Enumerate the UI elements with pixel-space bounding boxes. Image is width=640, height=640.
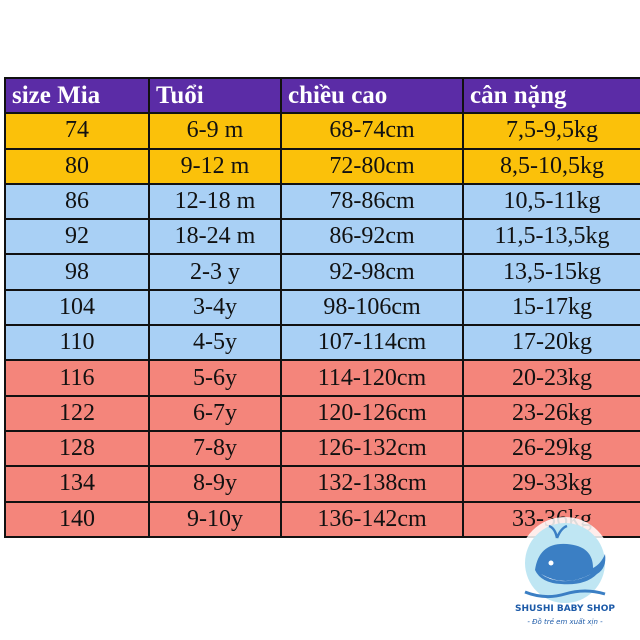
logo-name: SHUSHI BABY SHOP: [515, 604, 615, 614]
table-cell: 98: [4, 253, 150, 291]
table-cell: 20-23kg: [462, 359, 640, 397]
table-cell: 6-9 m: [148, 112, 282, 150]
table-cell: 120-126cm: [280, 394, 464, 432]
table-cell: 72-80cm: [280, 147, 464, 185]
table-row: 140 9-10y 136-142cm 33-36kg: [4, 500, 640, 538]
table-cell: 7-8y: [148, 429, 282, 468]
table-cell: 92: [4, 218, 150, 256]
header-cell: Tuổi: [148, 76, 282, 115]
table-row: 116 5-6y 114-120cm 20-23kg: [4, 359, 640, 397]
table-row: 122 6-7y 120-126cm 23-26kg: [4, 394, 640, 432]
table-cell: 9-10y: [148, 500, 282, 538]
table-cell: 107-114cm: [280, 324, 464, 362]
table-cell: 3-4y: [148, 288, 282, 327]
table-cell: 122: [4, 394, 150, 432]
table-cell: 126-132cm: [280, 429, 464, 468]
table-cell: 8,5-10,5kg: [462, 147, 640, 185]
header-cell: size Mia: [4, 76, 150, 115]
header-row: size Mia Tuổi chiều cao cân nặng: [4, 76, 640, 115]
table-cell: 5-6y: [148, 359, 282, 397]
table-row: 98 2-3 y 92-98cm 13,5-15kg: [4, 253, 640, 291]
table-cell: 80: [4, 147, 150, 185]
table-cell: 2-3 y: [148, 253, 282, 291]
table-cell: 86-92cm: [280, 218, 464, 256]
table-cell: 13,5-15kg: [462, 253, 640, 291]
table-row: 74 6-9 m 68-74cm 7,5-9,5kg: [4, 112, 640, 150]
table-cell: 10,5-11kg: [462, 182, 640, 221]
table-cell: 26-29kg: [462, 429, 640, 468]
table-row: 80 9-12 m 72-80cm 8,5-10,5kg: [4, 147, 640, 185]
table-cell: 6-7y: [148, 394, 282, 432]
table-cell: 7,5-9,5kg: [462, 112, 640, 150]
table-cell: 12-18 m: [148, 182, 282, 221]
table-cell: 23-26kg: [462, 394, 640, 432]
table-row: 86 12-18 m 78-86cm 10,5-11kg: [4, 182, 640, 221]
table-cell: 18-24 m: [148, 218, 282, 256]
table-cell: 86: [4, 182, 150, 221]
table-cell: 136-142cm: [280, 500, 464, 538]
table-cell: 134: [4, 465, 150, 503]
logo-tagline: - Đồ trẻ em xuất xịn -: [527, 618, 603, 626]
header-cell: cân nặng: [462, 76, 640, 115]
table-row: 104 3-4y 98-106cm 15-17kg: [4, 288, 640, 327]
table-cell: 92-98cm: [280, 253, 464, 291]
table-cell: 8-9y: [148, 465, 282, 503]
table-row: 128 7-8y 126-132cm 26-29kg: [4, 429, 640, 468]
table-cell: 116: [4, 359, 150, 397]
table-cell: 114-120cm: [280, 359, 464, 397]
table-cell: 74: [4, 112, 150, 150]
shop-logo: SHUSHI BABY SHOP - Đồ trẻ em xuất xịn -: [515, 517, 615, 626]
table-cell: 104: [4, 288, 150, 327]
table-cell: 11,5-13,5kg: [462, 218, 640, 256]
table-cell: 78-86cm: [280, 182, 464, 221]
table-row: 92 18-24 m 86-92cm 11,5-13,5kg: [4, 218, 640, 256]
table-cell: 9-12 m: [148, 147, 282, 185]
table-row: 134 8-9y 132-138cm 29-33kg: [4, 465, 640, 503]
table-row: 110 4-5y 107-114cm 17-20kg: [4, 324, 640, 362]
header-cell: chiều cao: [280, 76, 464, 115]
table-cell: 98-106cm: [280, 288, 464, 327]
table-cell: 29-33kg: [462, 465, 640, 503]
table-cell: 110: [4, 324, 150, 362]
size-table: size Mia Tuổi chiều cao cân nặng 74 6-9 m 68-…: [4, 76, 640, 538]
table-cell: 17-20kg: [462, 324, 640, 362]
table-cell: 140: [4, 500, 150, 538]
table-cell: 128: [4, 429, 150, 468]
table-cell: 68-74cm: [280, 112, 464, 150]
table-cell: 15-17kg: [462, 288, 640, 327]
table-cell: 4-5y: [148, 324, 282, 362]
table-cell: 132-138cm: [280, 465, 464, 503]
